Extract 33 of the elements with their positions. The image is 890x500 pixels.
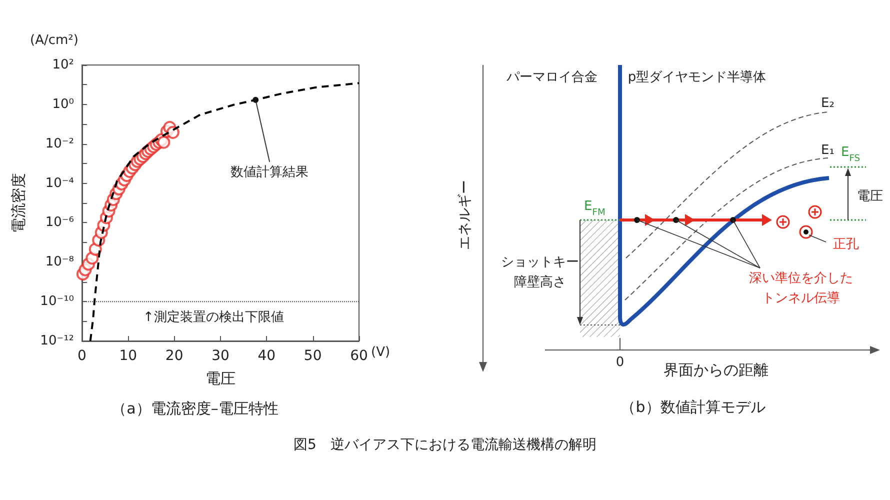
caption: 図5 逆バイアス下における電流輸送機構の解明 bbox=[292, 436, 598, 454]
x-tick-label: 60 bbox=[350, 348, 368, 364]
x-axis-title: 電圧 bbox=[206, 370, 236, 388]
y-tick-label: 10⁻⁸ bbox=[45, 254, 74, 270]
x-tick-label: 10 bbox=[119, 348, 138, 364]
y-tick-label: 10⁰ bbox=[52, 96, 74, 112]
x-tick-label: 40 bbox=[258, 348, 276, 364]
x-tick-label: 30 bbox=[212, 348, 230, 364]
y-tick-label: 10⁻¹⁰ bbox=[40, 294, 74, 310]
text: (V) bbox=[371, 345, 390, 360]
text: (A/cm²) bbox=[30, 33, 78, 48]
text: ショットキー bbox=[501, 255, 579, 270]
text: エネルギー bbox=[457, 180, 473, 250]
y-tick-label: 10⁻⁶ bbox=[45, 215, 74, 230]
y-tick-label: 10⁻¹² bbox=[40, 334, 74, 348]
text: 障壁高さ bbox=[514, 274, 566, 290]
text: パーマロイ合金 bbox=[506, 70, 598, 85]
text: （b）数値計算モデル bbox=[620, 398, 766, 416]
ref-line-label: ↑測定装置の検出下限値 bbox=[143, 310, 284, 326]
text: （a）電流密度–電圧特性 bbox=[112, 400, 278, 418]
text: E$_{FM}$ bbox=[584, 199, 606, 218]
x-tick-label: 20 bbox=[165, 348, 184, 364]
text: 正孔 bbox=[833, 237, 859, 252]
y-tick-label: 10⁻² bbox=[45, 136, 74, 152]
text: E$_{FS}$ bbox=[841, 145, 860, 164]
annotation: 数値計算結果 bbox=[230, 164, 309, 180]
text: 電圧 bbox=[857, 189, 883, 204]
y-axis-title: 電流密度 bbox=[10, 173, 28, 233]
y-tick-label: 10² bbox=[52, 58, 74, 72]
x-tick-label: 0 bbox=[78, 348, 86, 364]
text: 界面からの距離 bbox=[664, 361, 768, 379]
x-tick-label: 50 bbox=[304, 348, 322, 364]
y-tick-label: 10⁻⁴ bbox=[45, 176, 74, 191]
